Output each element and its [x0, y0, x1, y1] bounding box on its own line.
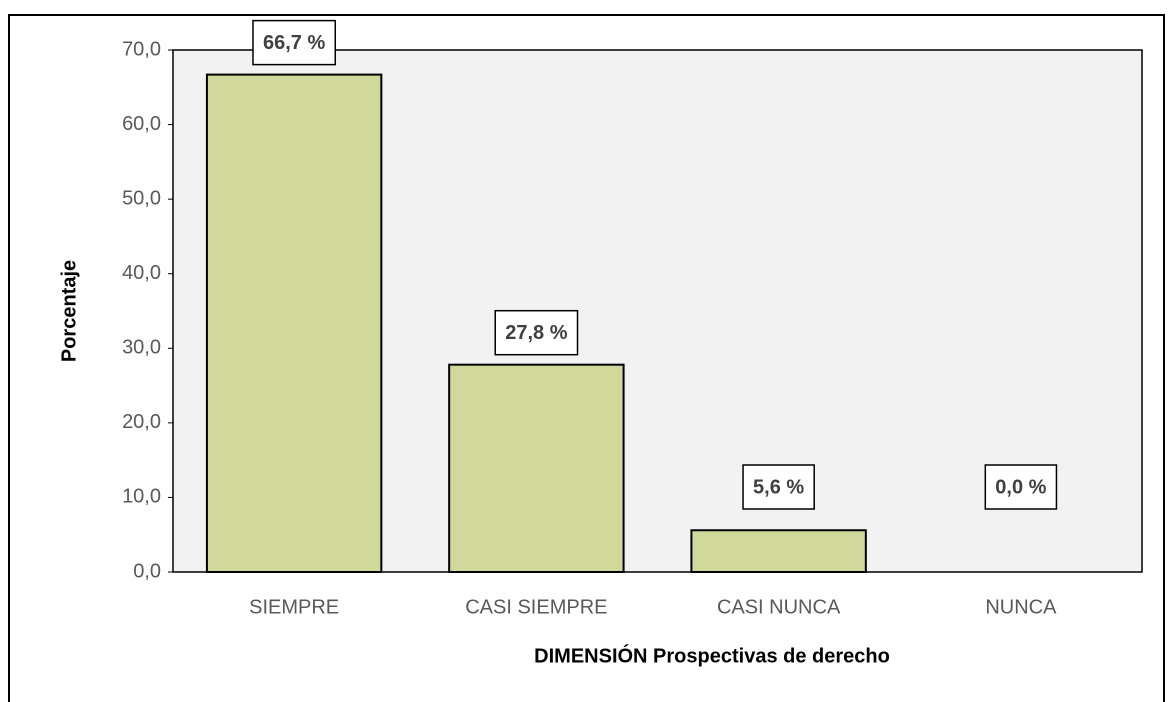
x-tick-label: CASI NUNCA	[717, 596, 841, 618]
y-tick-label: 40,0	[122, 262, 161, 284]
y-tick-label: 70,0	[122, 38, 161, 60]
y-tick-label: 0,0	[133, 560, 161, 582]
data-label-box	[742, 464, 815, 510]
data-label: 0,0 %	[995, 476, 1046, 498]
x-tick-label: SIEMPRE	[249, 596, 339, 618]
x-axis-title: DIMENSIÓN Prospectivas de derecho	[534, 643, 890, 667]
y-axis-title: Porcentaje	[58, 260, 80, 362]
x-tick-label: NUNCA	[985, 596, 1057, 618]
data-label: 5,6 %	[753, 476, 804, 498]
data-label-box	[984, 464, 1058, 510]
data-label: 66,7 %	[263, 32, 325, 54]
bar	[690, 529, 867, 573]
y-tick-label: 60,0	[122, 113, 161, 135]
y-tick-label: 50,0	[122, 187, 161, 209]
x-tick-label: CASI SIEMPRE	[465, 596, 607, 618]
bar	[205, 73, 383, 573]
data-label: 27,8 %	[505, 322, 567, 344]
y-tick-label: 10,0	[122, 486, 161, 508]
y-tick-label: 30,0	[122, 337, 161, 359]
data-label-box	[494, 309, 579, 356]
bar	[448, 363, 625, 574]
data-label-box	[252, 19, 337, 66]
y-tick-label: 20,0	[122, 411, 161, 433]
